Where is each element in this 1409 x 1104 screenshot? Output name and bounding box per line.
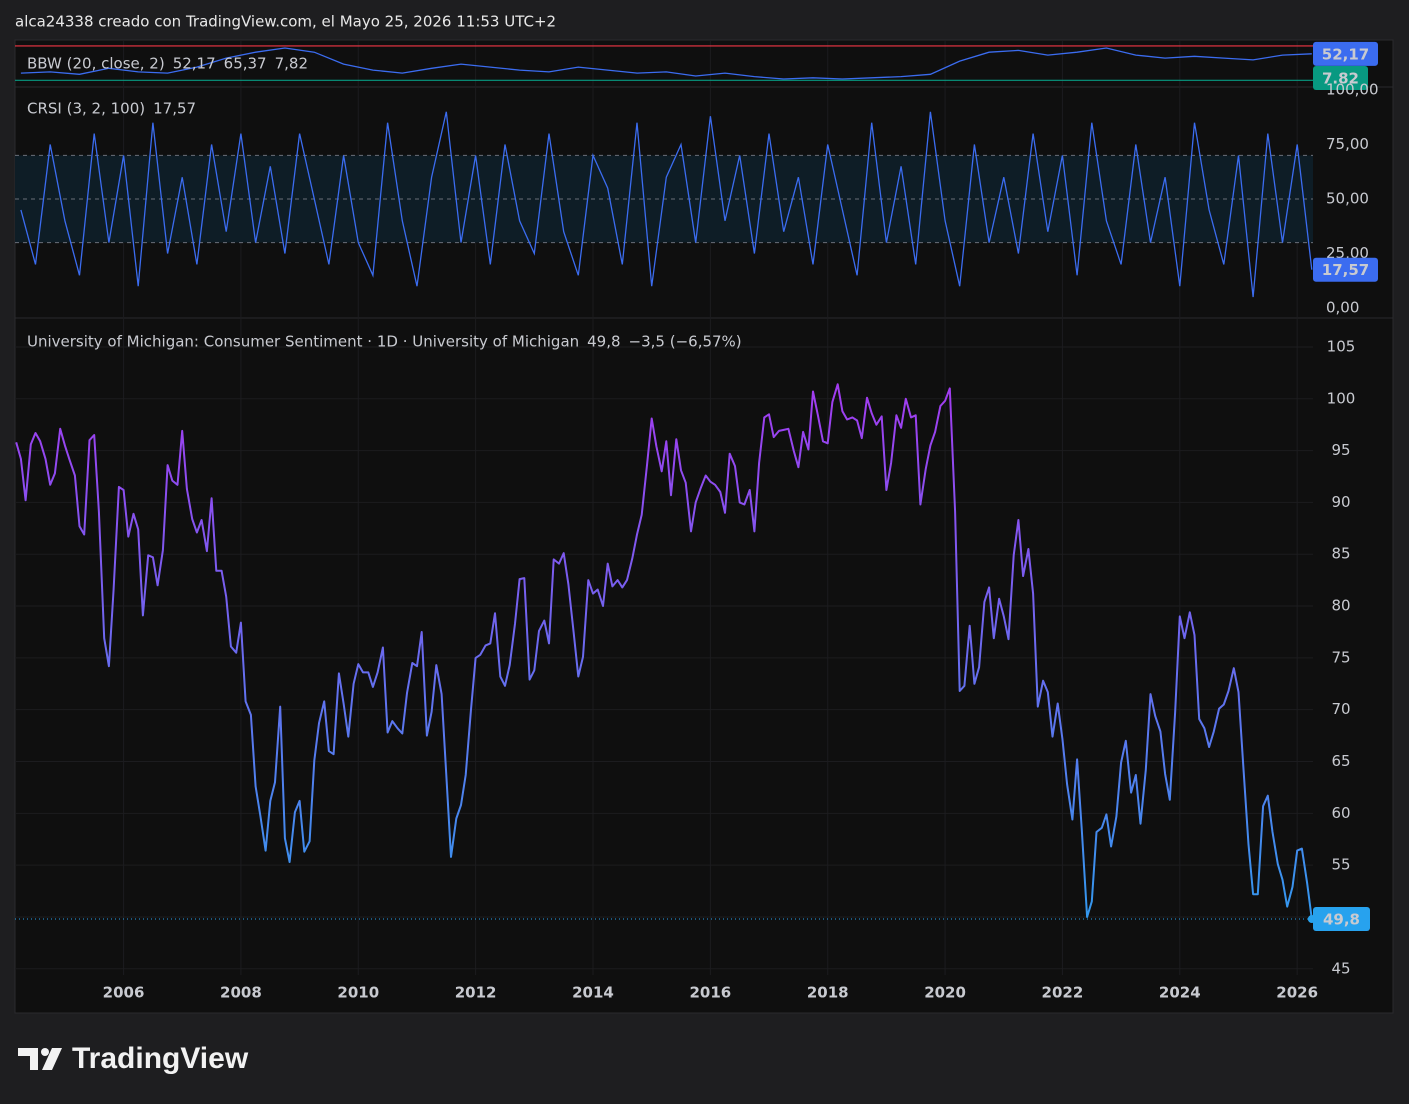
- x-tick-label: 2016: [689, 984, 731, 1002]
- pane-plot: [15, 346, 1313, 970]
- x-tick-label: 2012: [455, 984, 497, 1002]
- header: alca24338 creado con TradingView.com, el…: [15, 13, 556, 31]
- y-tick-label: 100,00: [1326, 81, 1379, 99]
- x-tick-label: 2010: [337, 984, 379, 1002]
- series-line: [20, 111, 1313, 298]
- last-value-box: 17,57: [1322, 261, 1369, 279]
- last-value-box-bg: [1313, 257, 1378, 282]
- legend-title: CRSI (3, 2, 100): [27, 100, 145, 118]
- series-line: [20, 47, 1312, 80]
- pane-plot: [15, 45, 1313, 81]
- y-tick-label: 75,00: [1326, 135, 1369, 153]
- last-value-box: 52,17: [1322, 45, 1369, 63]
- legend-value: 17,57: [153, 100, 196, 118]
- last-value-box-bg: [1313, 907, 1370, 932]
- y-tick-label: 80: [1331, 597, 1350, 615]
- x-tick-label: 2006: [103, 984, 145, 1002]
- x-tick-label: 2024: [1159, 984, 1201, 1002]
- y-tick-label: 85: [1331, 545, 1350, 563]
- x-tick-label: 2020: [924, 984, 966, 1002]
- x-tick-label: 2018: [807, 984, 849, 1002]
- y-tick-label: 25,00: [1326, 244, 1369, 262]
- series-line: [15, 383, 1313, 920]
- y-tick-label: 90: [1331, 493, 1350, 511]
- legend-value: 52,17: [173, 55, 216, 73]
- legend-value: 65,37: [224, 55, 267, 73]
- legend-value: 7,82: [275, 55, 308, 73]
- pane-plot: [15, 111, 1313, 298]
- axis-value-box-bg: [1313, 66, 1368, 90]
- legend-value: 49,8: [587, 333, 620, 351]
- y-tick-label: 50,00: [1326, 190, 1369, 208]
- axis-value-box: 7.82: [1322, 70, 1359, 88]
- legend-title: University of Michigan: Consumer Sentime…: [27, 333, 579, 351]
- x-tick-label: 2008: [220, 984, 262, 1002]
- y-tick-label: 75: [1331, 648, 1350, 666]
- y-tick-label: 55: [1331, 856, 1350, 874]
- x-tick-label: 2022: [1042, 984, 1084, 1002]
- x-tick-label: 2026: [1276, 984, 1318, 1002]
- legend-title: BBW (20, close, 2): [27, 55, 165, 73]
- y-tick-label: 65: [1331, 752, 1350, 770]
- y-tick-label: 100: [1327, 389, 1356, 407]
- legend-change: −3,5 (−6,57%): [629, 333, 742, 351]
- x-tick-label: 2014: [572, 984, 614, 1002]
- y-tick-label: 95: [1331, 441, 1350, 459]
- last-value-box-bg: [1313, 41, 1378, 66]
- last-value-box: 49,8: [1323, 911, 1360, 929]
- y-tick-label: 0,00: [1326, 299, 1359, 317]
- brand-logo: [18, 1048, 62, 1070]
- y-tick-label: 105: [1327, 337, 1356, 355]
- y-tick-label: 60: [1331, 804, 1350, 822]
- y-tick-label: 70: [1331, 700, 1350, 718]
- y-tick-label: 45: [1331, 959, 1350, 977]
- brand-name: TradingView: [72, 1042, 249, 1075]
